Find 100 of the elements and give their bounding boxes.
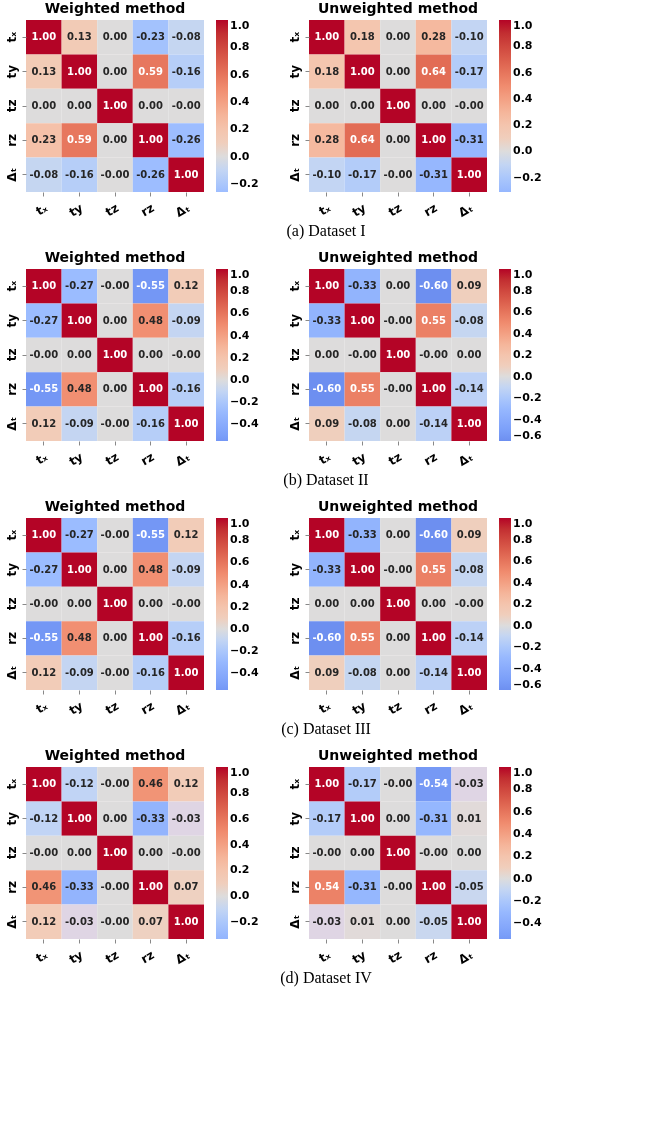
data-label: -0.09 <box>171 563 201 575</box>
data-label: 0.00 <box>350 100 375 111</box>
data-label: 0.07 <box>173 881 199 893</box>
y-tick-label: tₓ <box>4 31 19 43</box>
x-tick-label: ty <box>349 449 369 469</box>
data-label: 0.55 <box>421 314 446 326</box>
data-label: -0.16 <box>136 666 166 678</box>
data-label: 0.00 <box>102 632 128 644</box>
x-tick-label: ty <box>349 200 369 220</box>
data-label: 0.00 <box>102 31 128 43</box>
data-label: 1.00 <box>173 417 199 429</box>
data-label: -0.00 <box>29 598 59 609</box>
data-label: 0.59 <box>67 134 92 146</box>
color-bar-label: 0.2 <box>230 122 250 136</box>
color-bar-label: −0.2 <box>513 391 542 404</box>
color-bar-label: 0.8 <box>513 782 533 796</box>
color-bar-label: 1.0 <box>230 517 250 530</box>
data-label: -0.12 <box>64 778 94 790</box>
data-label: -0.00 <box>100 915 130 927</box>
data-label: -0.60 <box>419 529 449 541</box>
data-label: 0.48 <box>138 563 163 575</box>
color-bar-label: 0.6 <box>230 555 250 569</box>
data-label: -0.16 <box>171 383 201 395</box>
data-label: -0.14 <box>454 632 484 644</box>
data-label: 1.00 <box>67 563 92 575</box>
y-tick-label: tₓ <box>287 280 302 292</box>
y-tick-label: tₓ <box>287 529 302 541</box>
data-label: 0.64 <box>421 65 446 77</box>
data-label: -0.17 <box>454 65 484 77</box>
color-bar-label: 0.8 <box>513 39 533 53</box>
data-label: -0.17 <box>312 812 342 824</box>
color-bar-label: 0.0 <box>230 372 250 386</box>
data-label: 0.12 <box>173 778 199 790</box>
data-label: 0.48 <box>138 314 163 326</box>
data-label: 0.55 <box>350 383 375 395</box>
x-tick-label: tₓ <box>316 200 333 219</box>
data-label: -0.00 <box>383 314 413 326</box>
data-label: -0.16 <box>136 417 166 429</box>
data-label: -0.16 <box>64 168 94 180</box>
data-label: 0.18 <box>350 31 375 43</box>
data-label: 0.12 <box>173 280 199 292</box>
data-label: 0.09 <box>456 280 482 292</box>
data-label: 1.00 <box>102 598 128 609</box>
x-tick-label: tₓ <box>33 200 50 219</box>
color-bar-label: 0.0 <box>513 871 533 885</box>
x-tick-label: tₓ <box>316 947 333 966</box>
color-bar-label: 1.0 <box>230 19 250 32</box>
color-bar-label: 0.2 <box>230 863 250 877</box>
data-label: -0.33 <box>347 280 377 292</box>
data-label: 1.00 <box>421 881 446 893</box>
data-label: 0.23 <box>31 134 57 146</box>
color-bar-label: 1.0 <box>513 517 533 530</box>
x-tick-label: rz <box>421 449 440 469</box>
data-label: -0.00 <box>383 168 413 180</box>
data-label: 0.09 <box>314 666 340 678</box>
data-label: -0.10 <box>312 168 342 180</box>
data-label: -0.00 <box>312 847 342 858</box>
x-tick-label: tz <box>102 200 121 220</box>
color-bar-label: 0.6 <box>230 306 250 320</box>
y-tick-label: ty <box>4 562 19 577</box>
data-label: -0.31 <box>419 812 449 824</box>
data-label: 1.00 <box>456 168 482 180</box>
data-label: -0.14 <box>419 417 449 429</box>
data-label: -0.00 <box>29 847 59 858</box>
data-label: -0.16 <box>171 632 201 644</box>
data-label: -0.03 <box>64 915 94 927</box>
data-label: 0.00 <box>138 100 163 111</box>
color-bar-label: −0.4 <box>513 412 543 426</box>
data-label: -0.00 <box>100 280 130 292</box>
data-label: 0.64 <box>350 134 375 146</box>
data-label: 0.00 <box>385 417 411 429</box>
color-bar-label: 0.2 <box>230 350 250 364</box>
data-label: 0.00 <box>102 314 128 326</box>
color-bar-label: 1.0 <box>230 766 250 779</box>
data-label: -0.08 <box>29 168 59 180</box>
x-tick-label: tₓ <box>316 449 333 468</box>
data-label: 0.00 <box>456 847 482 858</box>
data-label: 1.00 <box>173 168 199 180</box>
data-label: -0.33 <box>136 812 166 824</box>
data-label: 0.00 <box>67 598 92 609</box>
color-bar-label: 0.4 <box>230 837 250 851</box>
data-label: 0.00 <box>456 349 482 360</box>
x-tick-label: rz <box>138 947 157 967</box>
data-label: 0.00 <box>102 812 128 824</box>
data-label: -0.00 <box>100 778 130 790</box>
data-label: 1.00 <box>385 100 411 111</box>
chart-title: Unweighted method <box>317 249 479 265</box>
data-label: -0.33 <box>64 881 94 893</box>
data-label: 0.48 <box>67 383 92 395</box>
data-label: -0.00 <box>419 847 449 858</box>
data-label: -0.14 <box>419 666 449 678</box>
data-label: -0.27 <box>64 280 94 292</box>
data-label: -0.60 <box>312 383 342 395</box>
x-tick-label: ty <box>349 698 369 718</box>
data-label: -0.17 <box>347 778 377 790</box>
y-tick-label: tz <box>4 99 19 113</box>
y-tick-label: tₓ <box>4 280 19 292</box>
data-label: -0.33 <box>312 563 342 575</box>
color-bar-label: −0.4 <box>513 916 543 930</box>
color-bar-label: 0.8 <box>230 785 250 799</box>
